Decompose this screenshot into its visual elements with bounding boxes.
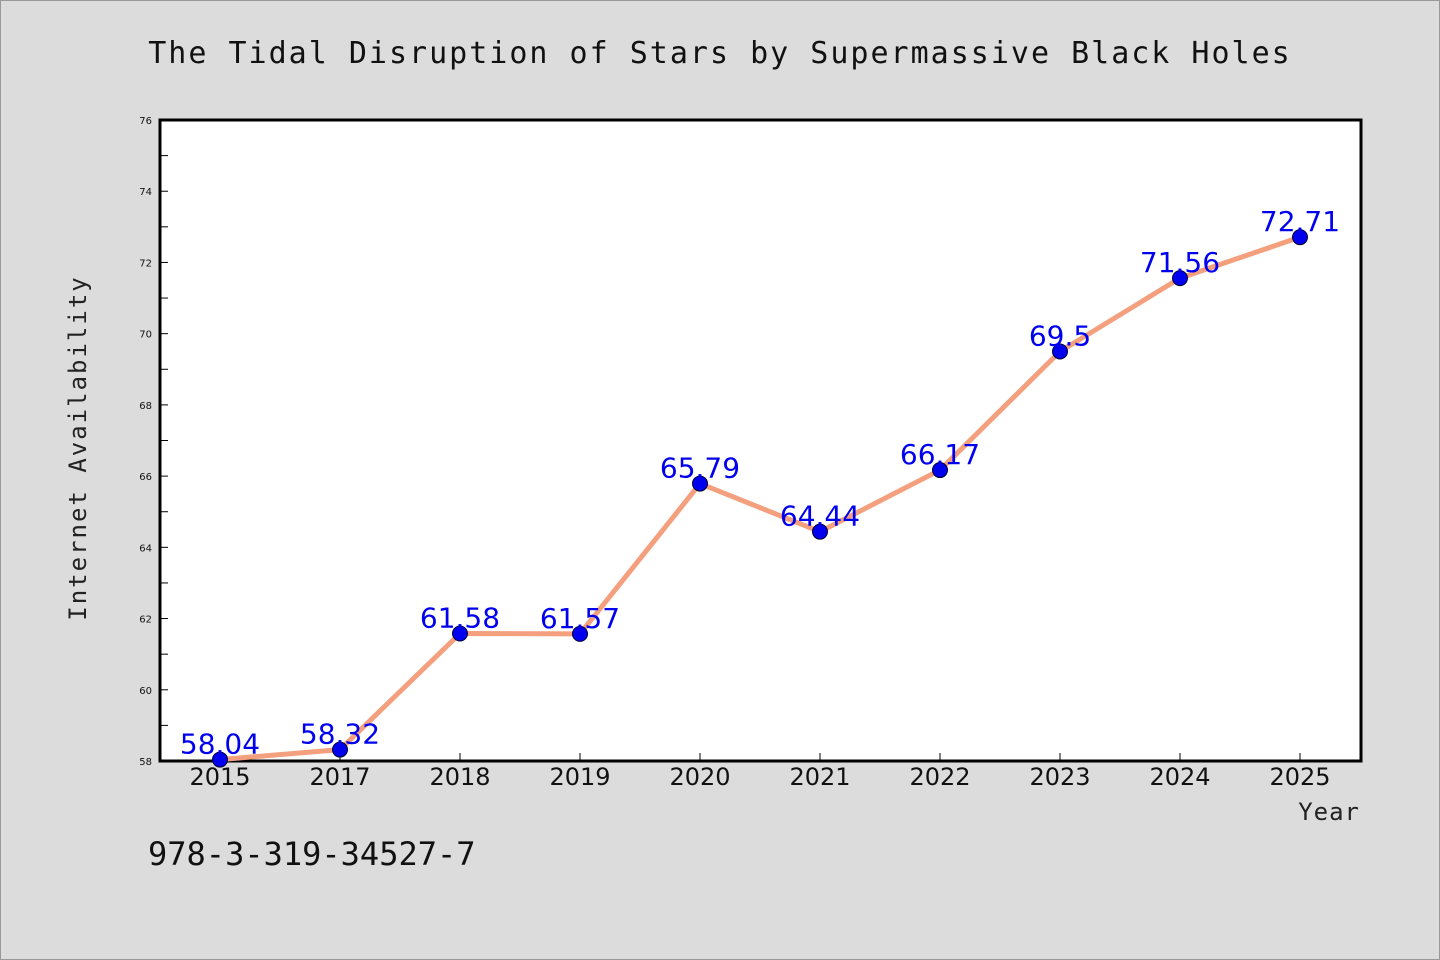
y-tick-label: 62 <box>139 615 152 626</box>
y-tick-label: 66 <box>139 472 152 483</box>
x-tick-label: 2021 <box>789 763 850 791</box>
data-label: 69.5 <box>1029 319 1091 352</box>
data-label: 71.56 <box>1140 246 1220 279</box>
data-point <box>692 475 708 492</box>
x-tick-label: 2024 <box>1149 763 1210 791</box>
y-axis: 58 60 62 64 66 68 70 72 74 76 <box>139 116 168 768</box>
chart-title: The Tidal Disruption of Stars by Superma… <box>148 36 1292 71</box>
x-tick-label: 2019 <box>549 763 610 791</box>
data-point <box>1052 343 1068 360</box>
data-label: 61.57 <box>540 602 620 635</box>
y-tick-label: 72 <box>139 258 152 269</box>
x-axis-label: Year <box>1298 798 1360 826</box>
x-tick-label: 2023 <box>1029 763 1090 791</box>
data-point <box>932 462 948 479</box>
data-label-group: 58.04 58.32 61.58 61.57 65.79 64.44 66.17 69.5 7… <box>180 205 1340 760</box>
y-tick-label: 74 <box>139 187 152 198</box>
x-tick-label: 2018 <box>429 763 490 791</box>
x-axis: 2015 2017 2018 2019 2020 2021 2022 2023 2024 2025 <box>189 753 1331 791</box>
y-tick-label: 64 <box>139 543 152 554</box>
series-line <box>217 234 1303 763</box>
isbn-text: 978-3-319-34527-7 <box>148 835 476 873</box>
data-label: 61.58 <box>420 602 500 635</box>
y-tick-label: 70 <box>139 330 152 341</box>
y-tick-label: 68 <box>139 401 152 412</box>
data-label: 58.32 <box>300 718 380 751</box>
data-point <box>812 523 828 540</box>
x-tick-label: 2015 <box>189 763 250 791</box>
data-label: 72.71 <box>1260 205 1340 238</box>
y-axis-label: Internet Availability <box>64 275 92 620</box>
y-tick-label: 60 <box>139 686 152 697</box>
series-group <box>212 229 1308 768</box>
data-point <box>572 625 588 642</box>
y-tick-label: 76 <box>139 116 152 127</box>
data-point <box>332 741 348 758</box>
data-label: 65.79 <box>660 452 740 485</box>
x-tick-label: 2020 <box>669 763 730 791</box>
data-point <box>452 625 468 642</box>
data-label: 64.44 <box>780 500 860 533</box>
data-point <box>1172 270 1188 287</box>
y-tick-label: 58 <box>139 757 152 768</box>
data-point <box>1292 229 1308 246</box>
x-tick-label: 2022 <box>909 763 970 791</box>
x-tick-label: 2025 <box>1269 763 1330 791</box>
data-label: 58.04 <box>180 728 260 761</box>
data-label: 66.17 <box>900 438 980 471</box>
x-tick-label: 2017 <box>309 763 370 791</box>
data-point <box>212 751 228 768</box>
plot-area <box>158 118 1363 763</box>
